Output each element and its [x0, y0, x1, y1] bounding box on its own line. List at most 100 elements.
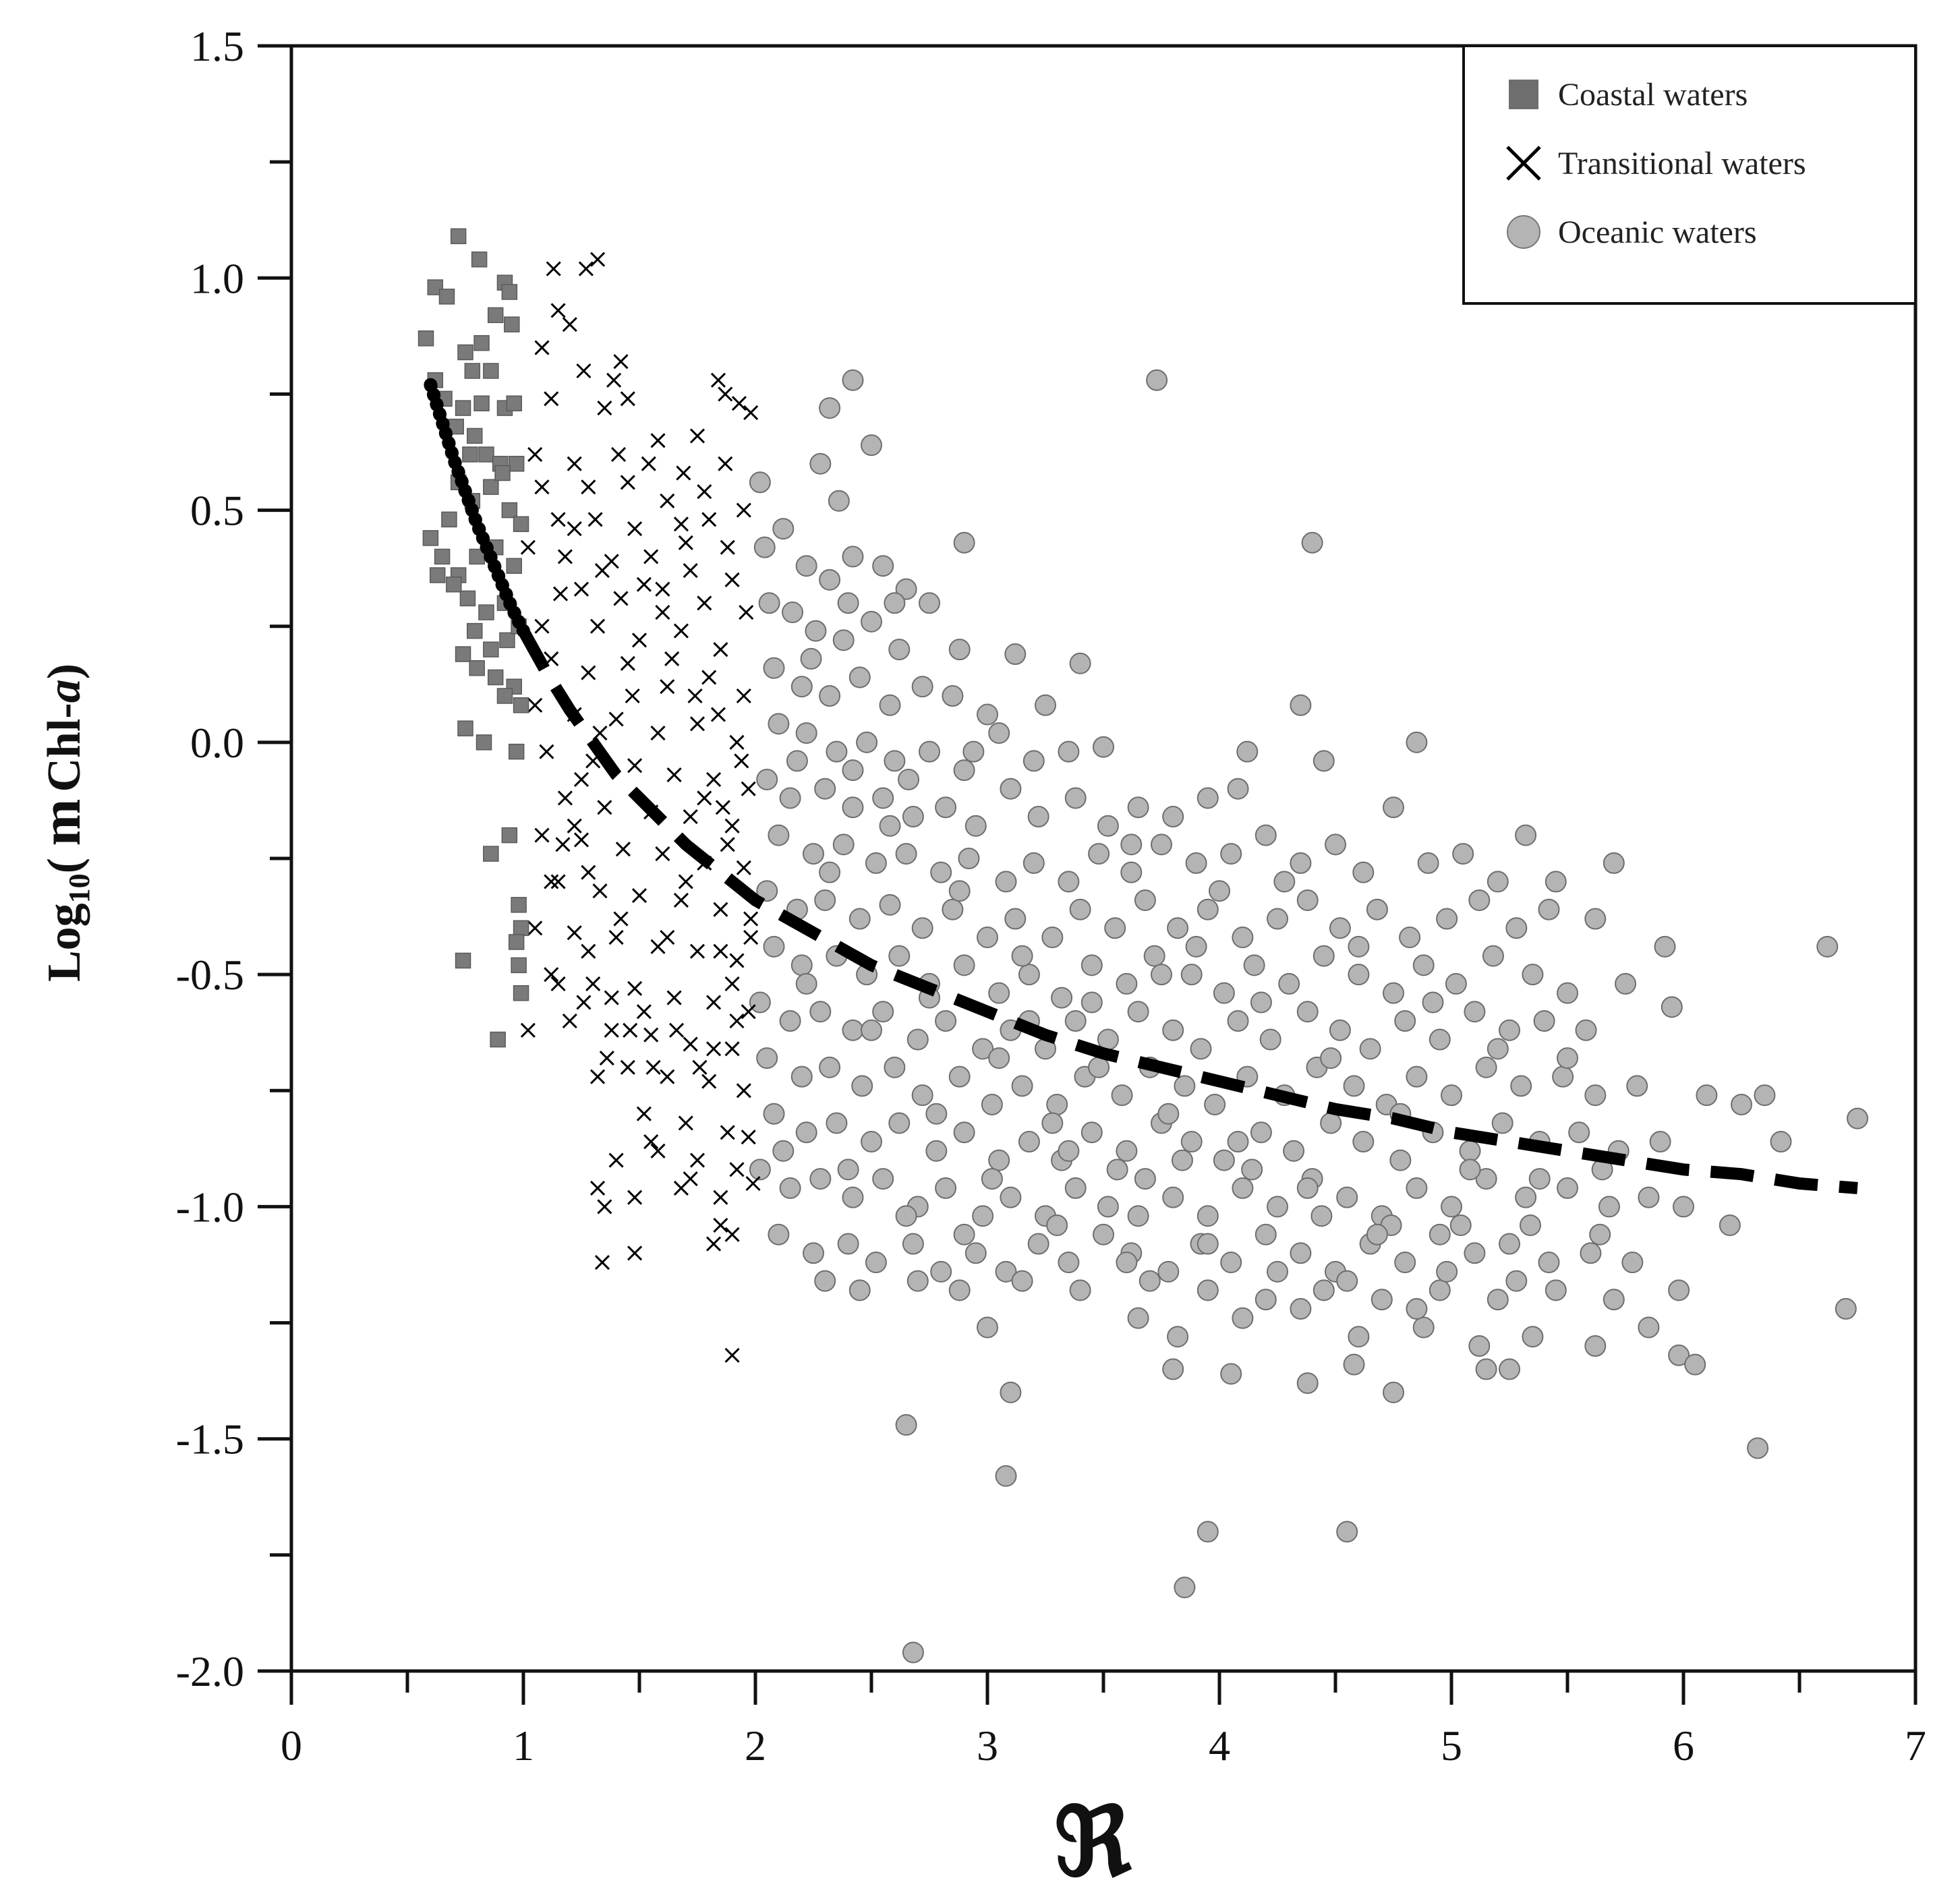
- data-point: [953, 531, 975, 554]
- data-point: [729, 734, 745, 750]
- data-point: [731, 396, 747, 411]
- data-point: [911, 676, 933, 698]
- legend-item: Coastal waters: [1509, 77, 1748, 113]
- data-point: [478, 604, 494, 620]
- data-point: [1236, 740, 1259, 763]
- data-point: [1011, 945, 1033, 967]
- data-point: [655, 604, 670, 620]
- data-point: [736, 1083, 751, 1099]
- data-point: [948, 880, 971, 902]
- data-point: [1290, 852, 1312, 874]
- data-point: [469, 660, 485, 676]
- data-point: [749, 991, 771, 1014]
- data-point: [895, 843, 917, 865]
- data-point: [743, 911, 759, 927]
- data-point: [527, 446, 543, 463]
- data-point: [1000, 778, 1022, 800]
- x-tick-label: 2: [745, 1722, 766, 1769]
- legend-box: [1462, 45, 1917, 305]
- data-point: [643, 1134, 659, 1150]
- data-point: [1371, 1289, 1393, 1311]
- data-point: [462, 446, 478, 463]
- data-point: [625, 688, 640, 704]
- data-point: [1422, 991, 1444, 1014]
- data-point: [689, 1152, 705, 1168]
- data-point: [848, 908, 871, 930]
- data-point: [953, 759, 975, 782]
- data-point: [1580, 1242, 1602, 1264]
- data-point: [1004, 643, 1027, 666]
- data-point: [1545, 1279, 1567, 1301]
- data-point: [768, 1223, 790, 1246]
- data-point: [1589, 1223, 1611, 1246]
- data-point: [576, 363, 592, 379]
- data-point: [865, 852, 887, 874]
- data-point: [1035, 694, 1056, 716]
- data-point: [1151, 964, 1172, 986]
- data-point: [720, 1125, 735, 1140]
- data-point: [534, 479, 550, 495]
- data-point: [613, 591, 629, 606]
- data-point: [520, 1022, 536, 1038]
- data-point: [842, 546, 864, 568]
- data-point: [1654, 935, 1676, 958]
- data-point: [842, 796, 864, 819]
- data-point: [779, 1010, 801, 1032]
- fit-curve-dotted: [424, 378, 530, 638]
- data-point: [643, 1027, 659, 1043]
- data-point: [720, 539, 735, 555]
- data-point: [1515, 1186, 1537, 1208]
- data-point: [1835, 1297, 1857, 1320]
- y-axis-title: Log10( m Chl-a): [30, 664, 96, 982]
- data-point: [902, 806, 924, 828]
- data-point: [620, 391, 635, 407]
- data-point: [872, 787, 894, 809]
- x-tick-label: 0: [281, 1722, 302, 1769]
- data-point: [888, 1112, 911, 1134]
- data-point: [919, 592, 940, 614]
- legend: Coastal waters Transitional waters Oceanic…: [1462, 45, 1917, 305]
- data-point: [1475, 1358, 1497, 1380]
- data-point: [832, 629, 855, 651]
- data-point: [1197, 787, 1219, 809]
- x-tick-label: 4: [1209, 1722, 1230, 1769]
- data-point: [550, 512, 566, 527]
- data-point: [592, 883, 608, 899]
- data-point: [729, 1013, 745, 1029]
- data-point: [724, 1347, 740, 1363]
- data-point: [1359, 1038, 1381, 1060]
- data-point: [459, 590, 476, 607]
- data-point: [471, 251, 488, 268]
- data-point: [1185, 935, 1207, 958]
- data-point: [809, 1001, 832, 1023]
- data-point: [608, 929, 624, 945]
- data-point: [995, 1465, 1017, 1487]
- data-points: [417, 228, 1868, 1664]
- data-point: [501, 284, 518, 300]
- data-point: [1475, 1168, 1497, 1190]
- data-point: [786, 750, 808, 772]
- data-point: [539, 744, 554, 759]
- data-point: [1267, 1260, 1288, 1283]
- data-point: [1528, 1168, 1551, 1190]
- data-point: [636, 577, 652, 592]
- data-point: [790, 676, 813, 698]
- data-point: [942, 685, 964, 707]
- data-point: [550, 303, 566, 318]
- data-point: [837, 1233, 859, 1255]
- data-point: [1143, 945, 1165, 967]
- data-point: [865, 1252, 887, 1274]
- data-point: [795, 722, 817, 744]
- data-point: [511, 897, 527, 913]
- data-point: [692, 1059, 708, 1075]
- data-point: [1487, 1289, 1509, 1311]
- data-point: [1313, 1279, 1335, 1301]
- data-point: [1104, 917, 1126, 939]
- data-point: [842, 759, 864, 782]
- data-point: [1046, 1214, 1068, 1236]
- data-point: [590, 1180, 606, 1196]
- data-point: [790, 954, 813, 976]
- y-tick-label: -1.0: [176, 1183, 244, 1231]
- data-point: [1475, 1056, 1497, 1078]
- data-point: [1445, 972, 1467, 995]
